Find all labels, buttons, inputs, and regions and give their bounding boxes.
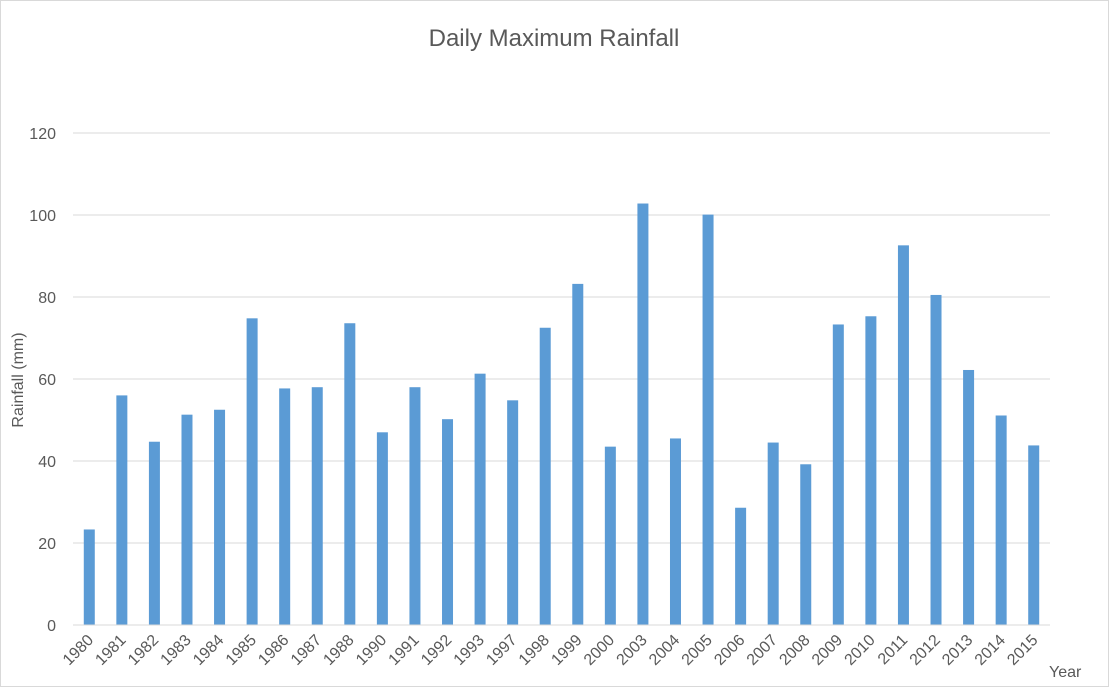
bar-2004 (669, 438, 681, 625)
bar-2005 (702, 214, 714, 625)
bar-1999 (572, 283, 584, 625)
y-tick-label: 0 (47, 618, 56, 635)
x-tick-label: 1987 (288, 632, 325, 669)
bar-2008 (800, 464, 812, 625)
x-tick-label: 1998 (516, 632, 553, 669)
bars (83, 203, 1040, 625)
bar-2009 (832, 324, 844, 625)
bar-1997 (507, 400, 519, 625)
bar-1981 (116, 395, 128, 625)
y-tick-label: 120 (29, 126, 56, 143)
bar-2011 (897, 245, 909, 625)
x-tick-label: 1990 (353, 632, 390, 669)
bar-2006 (735, 507, 747, 625)
bar-1988 (344, 323, 356, 625)
x-tick-label: 1992 (418, 632, 455, 669)
x-tick-label: 2013 (939, 632, 976, 669)
bar-1983 (181, 414, 193, 625)
x-tick-label: 2003 (614, 632, 651, 669)
chart-title: Daily Maximum Rainfall (429, 25, 680, 52)
y-tick-label: 20 (38, 536, 56, 553)
bar-1980 (83, 529, 95, 625)
bar-1987 (311, 387, 323, 625)
x-tick-label: 1985 (223, 632, 260, 669)
x-tick-label: 1991 (386, 632, 423, 669)
bar-1992 (442, 419, 454, 625)
gridlines (73, 132, 1050, 544)
x-tick-label: 1980 (60, 632, 97, 669)
y-tick-label: 100 (29, 208, 56, 225)
x-tick-label: 1993 (451, 632, 488, 669)
x-tick-label: 2008 (776, 632, 813, 669)
bar-1991 (409, 387, 421, 625)
x-tick-label: 1986 (255, 632, 292, 669)
y-axis-ticks: 0 20 40 60 80 100 120 (29, 126, 56, 635)
x-tick-label: 2006 (711, 632, 748, 669)
x-tick-label: 1988 (320, 632, 357, 669)
x-tick-label: 1984 (190, 632, 227, 669)
bar-1986 (279, 388, 291, 625)
x-tick-label: 1981 (92, 632, 129, 669)
x-tick-label: 2012 (907, 632, 944, 669)
x-tick-label: 2004 (646, 632, 683, 669)
bar-1985 (246, 318, 258, 625)
bar-1998 (539, 327, 551, 625)
bar-1982 (148, 441, 160, 625)
x-tick-label: 2015 (1004, 632, 1041, 669)
bar-1984 (214, 409, 226, 625)
y-tick-label: 40 (38, 454, 56, 471)
bar-2007 (767, 442, 779, 625)
bar-2003 (637, 203, 649, 625)
y-tick-label: 60 (38, 372, 56, 389)
bar-2010 (865, 316, 877, 625)
bar-1993 (474, 373, 486, 625)
x-tick-label: 2000 (581, 632, 618, 669)
x-tick-label: 1982 (125, 632, 162, 669)
x-tick-label: 1999 (548, 632, 585, 669)
bar-2015 (1028, 445, 1040, 625)
x-tick-label: 1983 (158, 632, 195, 669)
x-tick-label: 2005 (679, 632, 716, 669)
x-tick-label: 2014 (972, 632, 1009, 669)
x-tick-label: 2011 (875, 632, 911, 668)
x-tick-label: 2010 (842, 632, 879, 669)
bar-2013 (963, 369, 975, 625)
x-tick-label: 1997 (483, 632, 520, 669)
y-axis-label: Rainfall (mm) (10, 332, 27, 427)
bar-2000 (604, 446, 616, 625)
x-axis-label: Year (1049, 664, 1082, 681)
x-tick-label: 2007 (744, 632, 781, 669)
y-tick-label: 80 (38, 290, 56, 307)
bar-2014 (995, 415, 1007, 625)
x-axis-ticks: 1980198119821983198419851986198719881990… (60, 632, 1042, 669)
bar-2012 (930, 294, 942, 625)
bar-1990 (376, 432, 388, 625)
x-tick-label: 2009 (809, 632, 846, 669)
